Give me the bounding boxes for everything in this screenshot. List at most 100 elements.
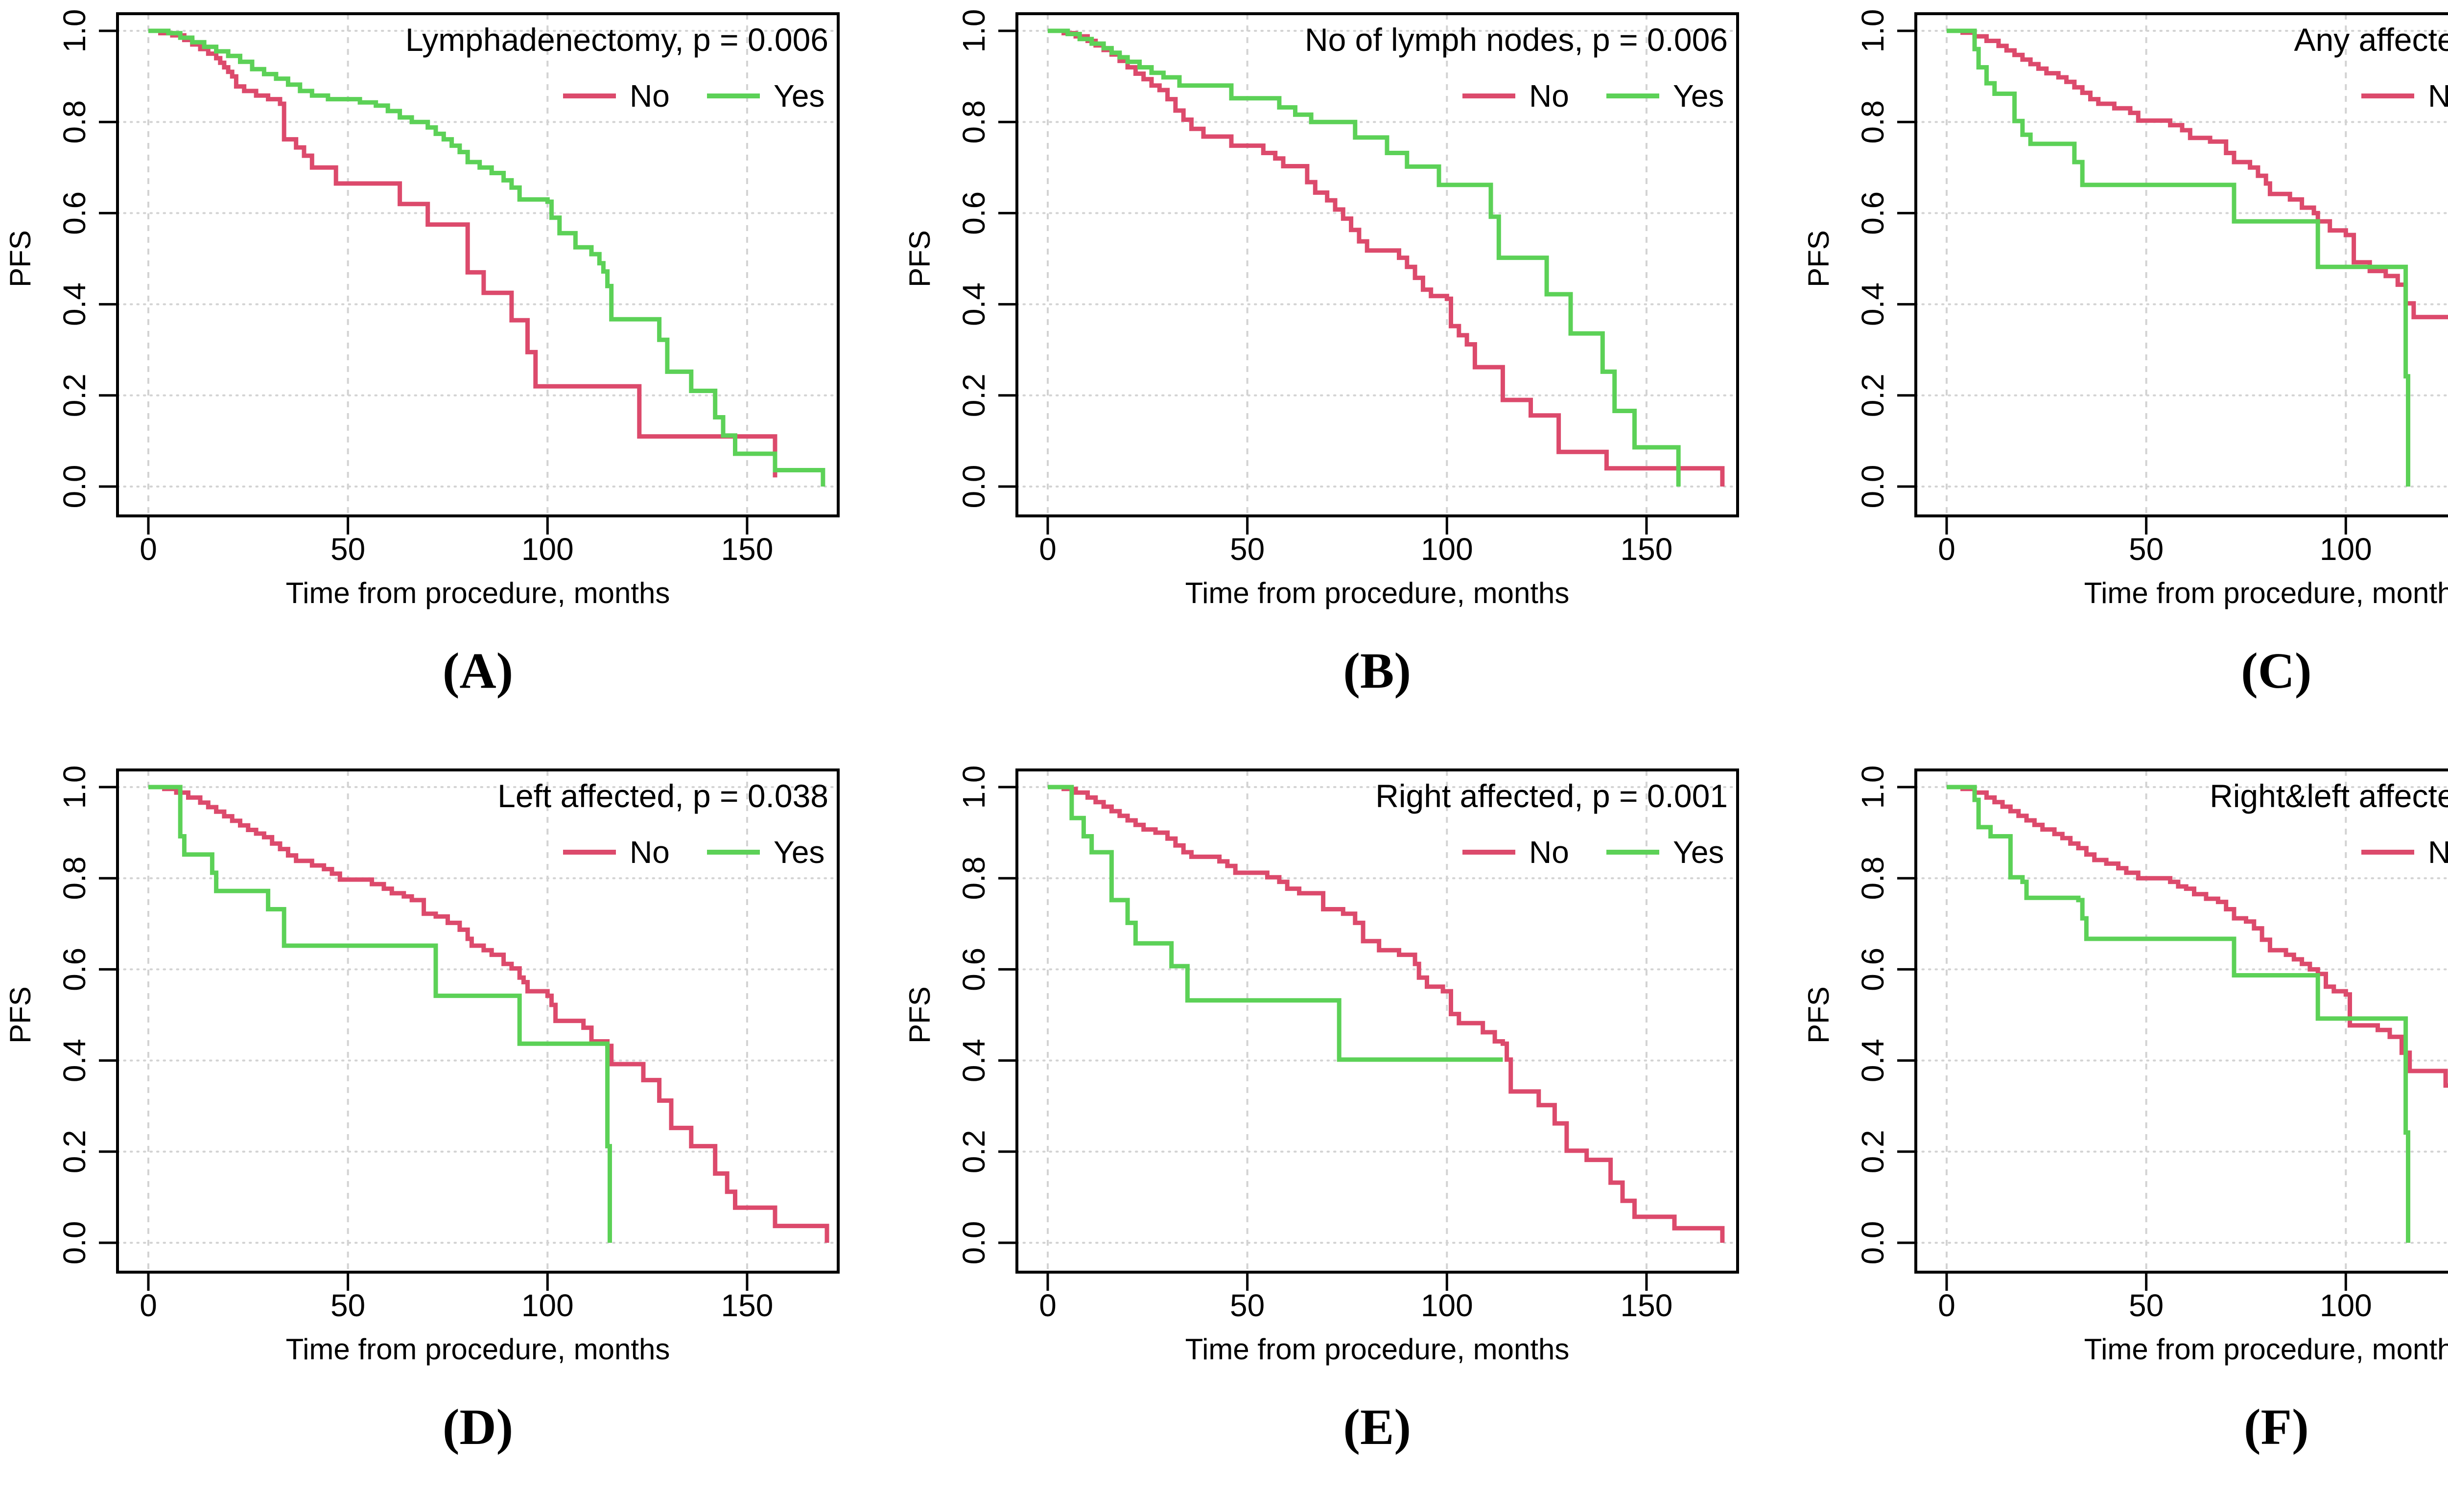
- y-tick-label: 0.0: [1855, 465, 1890, 509]
- km-plot-a: 0 50 100 150 0.0 0.2 0.4 0.6 0.8 1.0 Time from pro…: [4, 9, 840, 609]
- panel-caption-d: (D): [442, 1398, 514, 1455]
- x-tick-label: 100: [1421, 1288, 1473, 1323]
- y-axis-title: PFS: [903, 230, 936, 287]
- x-tick-label: 100: [521, 532, 574, 567]
- x-tick-label: 50: [1230, 532, 1265, 567]
- legend-title: No of lymph nodes, p = 0.006: [1305, 22, 1728, 58]
- legend-label-no: No: [630, 78, 670, 114]
- y-tick-label: 0.2: [57, 373, 92, 417]
- legend-title: Any affected, p = 0.014: [2294, 22, 2448, 58]
- y-tick-label: 0.8: [956, 856, 991, 900]
- x-tick-label: 100: [1421, 532, 1473, 567]
- y-tick-label: 0.6: [956, 191, 991, 235]
- y-tick-label: 0.2: [956, 1130, 991, 1173]
- km-panel-d: 0 50 100 150 0.0 0.2 0.4 0.6 0.8 1.0 Time from pro…: [0, 756, 899, 1512]
- km-curve-no: [1947, 28, 2448, 320]
- x-tick-label: 50: [2129, 1288, 2164, 1323]
- x-axis-title: Time from procedure, months: [2084, 1333, 2448, 1366]
- y-tick-label: 0.6: [1855, 191, 1890, 235]
- y-tick-label: 0.4: [1855, 282, 1890, 326]
- y-tick-label: 0.2: [956, 373, 991, 417]
- y-tick-label: 0.8: [956, 100, 991, 144]
- x-tick-label: 100: [2320, 532, 2372, 567]
- x-tick-label: 100: [521, 1288, 574, 1323]
- x-axis-title: Time from procedure, months: [286, 1333, 670, 1366]
- km-curve-yes: [148, 28, 825, 487]
- x-tick-label: 50: [330, 1288, 365, 1323]
- x-tick-label: 0: [140, 1288, 157, 1323]
- legend-label-yes: Yes: [774, 835, 824, 870]
- x-axis-title: Time from procedure, months: [1185, 1333, 1569, 1366]
- km-panel-a: 0 50 100 150 0.0 0.2 0.4 0.6 0.8 1.0 Time from pro…: [0, 0, 899, 756]
- y-tick-label: 0.0: [1855, 1221, 1890, 1264]
- km-panel-e: 0 50 100 150 0.0 0.2 0.4 0.6 0.8 1.0 Time from pro…: [899, 756, 1798, 1512]
- legend-label-yes: Yes: [1673, 835, 1724, 870]
- y-tick-label: 0.4: [1855, 1039, 1890, 1082]
- y-tick-label: 0.4: [57, 1039, 92, 1082]
- plot-border: [1015, 768, 1739, 1274]
- x-axis-title: Time from procedure, months: [1185, 577, 1569, 609]
- y-tick-label: 0.6: [1855, 947, 1890, 991]
- y-tick-label: 0.0: [956, 465, 991, 509]
- km-plot-b: 0 50 100 150 0.0 0.2 0.4 0.6 0.8 1.0 Time from pro…: [903, 9, 1739, 609]
- legend-label-no: No: [2428, 78, 2448, 114]
- km-curve-no: [1947, 785, 2448, 1088]
- x-tick-label: 150: [721, 1288, 774, 1323]
- y-axis-title: PFS: [1802, 230, 1835, 287]
- y-tick-label: 0.8: [1855, 856, 1890, 900]
- legend-title: Lymphadenectomy, p = 0.006: [405, 22, 828, 58]
- y-tick-label: 0.2: [57, 1130, 92, 1173]
- km-curve-no: [148, 28, 777, 478]
- panel-caption-a: (A): [442, 643, 514, 699]
- km-curve-yes: [1047, 28, 1681, 487]
- y-tick-label: 0.4: [956, 1039, 991, 1082]
- x-tick-label: 50: [330, 532, 365, 567]
- x-tick-label: 150: [721, 532, 774, 567]
- x-tick-label: 150: [1620, 1288, 1672, 1323]
- km-curve-yes: [1047, 785, 1503, 1062]
- y-tick-label: 0.0: [956, 1221, 991, 1264]
- legend-label-no: No: [630, 835, 670, 870]
- km-curve-no: [1047, 785, 1725, 1243]
- y-tick-label: 0.4: [57, 282, 92, 326]
- plot-border: [1914, 12, 2448, 517]
- y-axis-title: PFS: [1802, 986, 1835, 1044]
- y-tick-label: 1.0: [1855, 765, 1890, 809]
- y-tick-label: 0.6: [57, 947, 92, 991]
- panel-caption-c: (C): [2241, 643, 2312, 699]
- y-tick-label: 0.0: [57, 465, 92, 509]
- x-tick-label: 100: [2320, 1288, 2372, 1323]
- legend-title: Left affected, p = 0.038: [497, 778, 828, 814]
- y-tick-label: 1.0: [1855, 9, 1890, 53]
- y-tick-label: 0.2: [1855, 1130, 1890, 1173]
- km-curve-yes: [148, 785, 612, 1243]
- x-tick-label: 50: [2129, 532, 2164, 567]
- km-curve-yes: [1947, 28, 2411, 487]
- x-tick-label: 0: [140, 532, 157, 567]
- y-tick-label: 0.2: [1855, 373, 1890, 417]
- legend-title: Right affected, p = 0.001: [1375, 778, 1728, 814]
- plot-border: [116, 12, 840, 517]
- x-tick-label: 0: [1938, 532, 1956, 567]
- plot-border: [1914, 768, 2448, 1274]
- y-tick-label: 0.8: [57, 856, 92, 900]
- x-axis-title: Time from procedure, months: [286, 577, 670, 609]
- x-tick-label: 150: [1620, 532, 1672, 567]
- y-tick-label: 0.6: [956, 947, 991, 991]
- x-axis-title: Time from procedure, months: [2084, 577, 2448, 609]
- y-axis-title: PFS: [4, 230, 37, 287]
- y-tick-label: 1.0: [57, 9, 92, 53]
- y-axis-title: PFS: [4, 986, 37, 1044]
- y-tick-label: 0.0: [57, 1221, 92, 1264]
- legend-label-no: No: [2428, 835, 2448, 870]
- panel-caption-f: (F): [2243, 1398, 2309, 1455]
- legend-label-no: No: [1529, 78, 1569, 114]
- km-curve-yes: [1947, 785, 2411, 1243]
- y-tick-label: 0.8: [57, 100, 92, 144]
- x-tick-label: 0: [1039, 532, 1057, 567]
- y-tick-label: 0.4: [956, 282, 991, 326]
- y-tick-label: 1.0: [57, 765, 92, 809]
